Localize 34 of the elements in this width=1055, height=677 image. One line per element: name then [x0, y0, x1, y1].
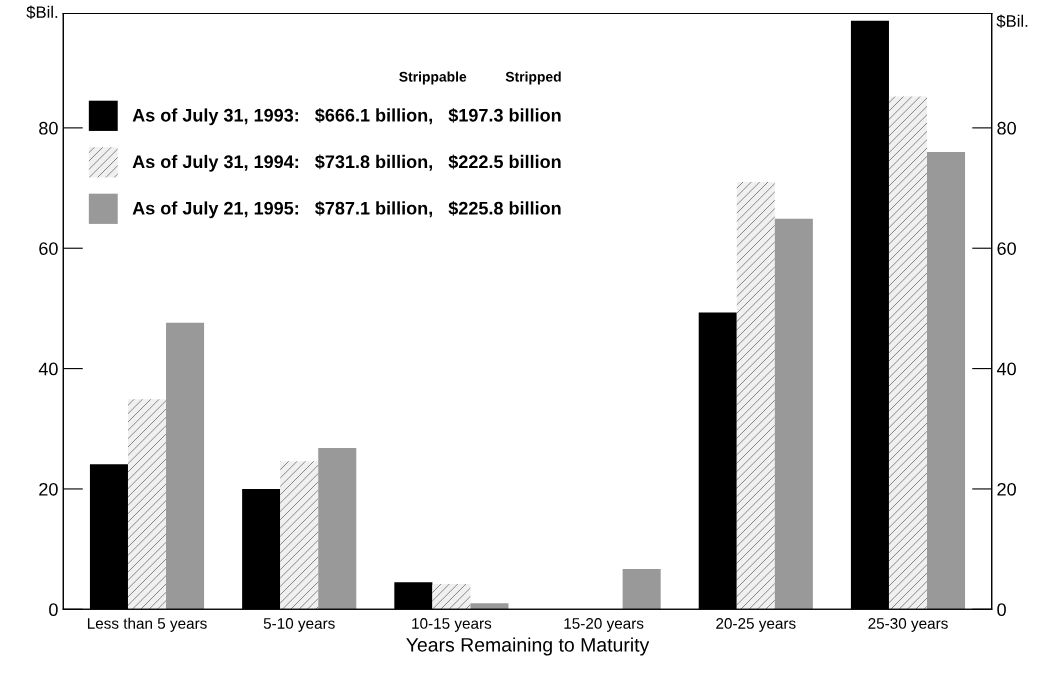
- bar: [622, 568, 661, 610]
- legend-label: As of July 31, 1993: $666.1 billion, $197.3 billion: [132, 108, 561, 126]
- y-tick-label: 80: [39, 121, 58, 135]
- bar: [318, 448, 357, 610]
- y2-tick-label: 40: [996, 362, 1016, 376]
- y2-tick-label: 20: [997, 482, 1016, 496]
- y-tick-label: 60: [39, 242, 58, 255]
- legend-label: As of July 31, 1994: $731.8 billion, $222.5 billion: [132, 154, 561, 172]
- x-tick-label: 20-25 years: [716, 618, 796, 632]
- y-tick-label: 20: [39, 482, 58, 496]
- bar: [432, 584, 471, 610]
- y-tick-label: 40: [38, 362, 58, 376]
- x-tick-label: Less than 5 years: [87, 617, 207, 632]
- bar: [927, 151, 966, 610]
- x-axis-title: Years Remaining to Maturity: [406, 637, 650, 656]
- x-tick-label: 25-30 years: [868, 618, 948, 632]
- bar: [736, 182, 775, 610]
- y-axis-title: $Bil.: [26, 5, 58, 20]
- x-tick-label: 10-15 years: [412, 618, 492, 632]
- bar: [774, 218, 813, 610]
- x-tick-label: 15-20 years: [564, 618, 644, 632]
- bar: [470, 603, 509, 610]
- y-tick-label: 0: [49, 603, 58, 617]
- legend-title: Strippable Stripped: [399, 71, 561, 85]
- legend-label: As of July 21, 1995: $787.1 billion, $225.8 billion: [132, 201, 561, 219]
- y2-tick-label: 60: [997, 242, 1016, 255]
- y2-tick-label: 0: [997, 603, 1006, 617]
- bar: [166, 322, 205, 610]
- bar: [888, 96, 928, 610]
- bar: [280, 461, 319, 610]
- y2-axis-title: $Bil.: [996, 14, 1028, 28]
- bar: [127, 399, 167, 610]
- x-tick-label: 5-10 years: [263, 618, 335, 632]
- y2-tick-label: 80: [997, 121, 1016, 135]
